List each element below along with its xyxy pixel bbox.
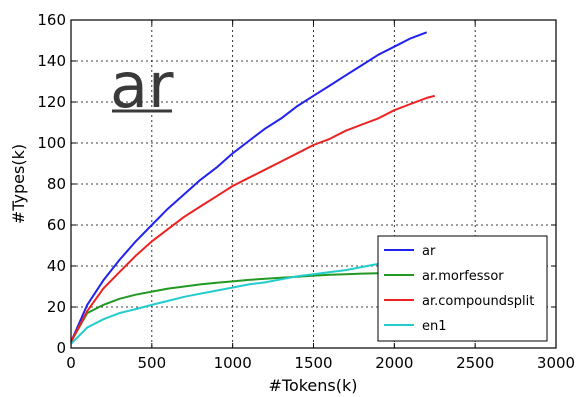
x-tick-label: 3000 bbox=[537, 354, 575, 372]
series-line-en1 bbox=[70, 260, 395, 345]
legend-entry-label: ar.morfessor bbox=[422, 269, 504, 284]
series-line-ar-morfessor bbox=[70, 271, 427, 343]
series-line-ar bbox=[70, 31, 428, 343]
x-tick-label: 2500 bbox=[456, 354, 494, 372]
legend: ar ar.morfessor ar.compoundsplit en1 bbox=[377, 235, 548, 342]
y-axis-label: #Types(k) bbox=[9, 144, 28, 224]
x-axis-label: #Tokens(k) bbox=[268, 376, 357, 395]
series-lines bbox=[70, 31, 436, 345]
legend-entry-label: en1 bbox=[422, 319, 447, 334]
x-tick-label: 1000 bbox=[214, 354, 252, 372]
y-tick-label: 80 bbox=[47, 175, 66, 193]
y-tick-label: 120 bbox=[37, 93, 66, 111]
y-tick-label: 160 bbox=[37, 11, 66, 29]
ticks: 0 500 1000 1500 2000 2500 3000 0 20 40 60 80 100 120 1… bbox=[37, 11, 575, 372]
y-tick-label: 40 bbox=[47, 257, 66, 275]
y-tick-label: 0 bbox=[56, 339, 66, 357]
x-tick-label: 2000 bbox=[375, 354, 413, 372]
legend-box bbox=[377, 235, 548, 342]
legend-entry-label: ar bbox=[422, 244, 436, 259]
y-tick-label: 100 bbox=[37, 134, 66, 152]
legend-entry-label: ar.compoundsplit bbox=[422, 294, 534, 309]
y-tick-label: 20 bbox=[47, 298, 66, 316]
x-tick-label: 500 bbox=[138, 354, 167, 372]
series-line-ar-compoundsplit bbox=[70, 94, 436, 343]
y-tick-label: 140 bbox=[37, 52, 66, 70]
x-tick-label: 1500 bbox=[294, 354, 332, 372]
x-tick-label: 0 bbox=[66, 354, 76, 372]
y-tick-label: 60 bbox=[47, 216, 66, 234]
